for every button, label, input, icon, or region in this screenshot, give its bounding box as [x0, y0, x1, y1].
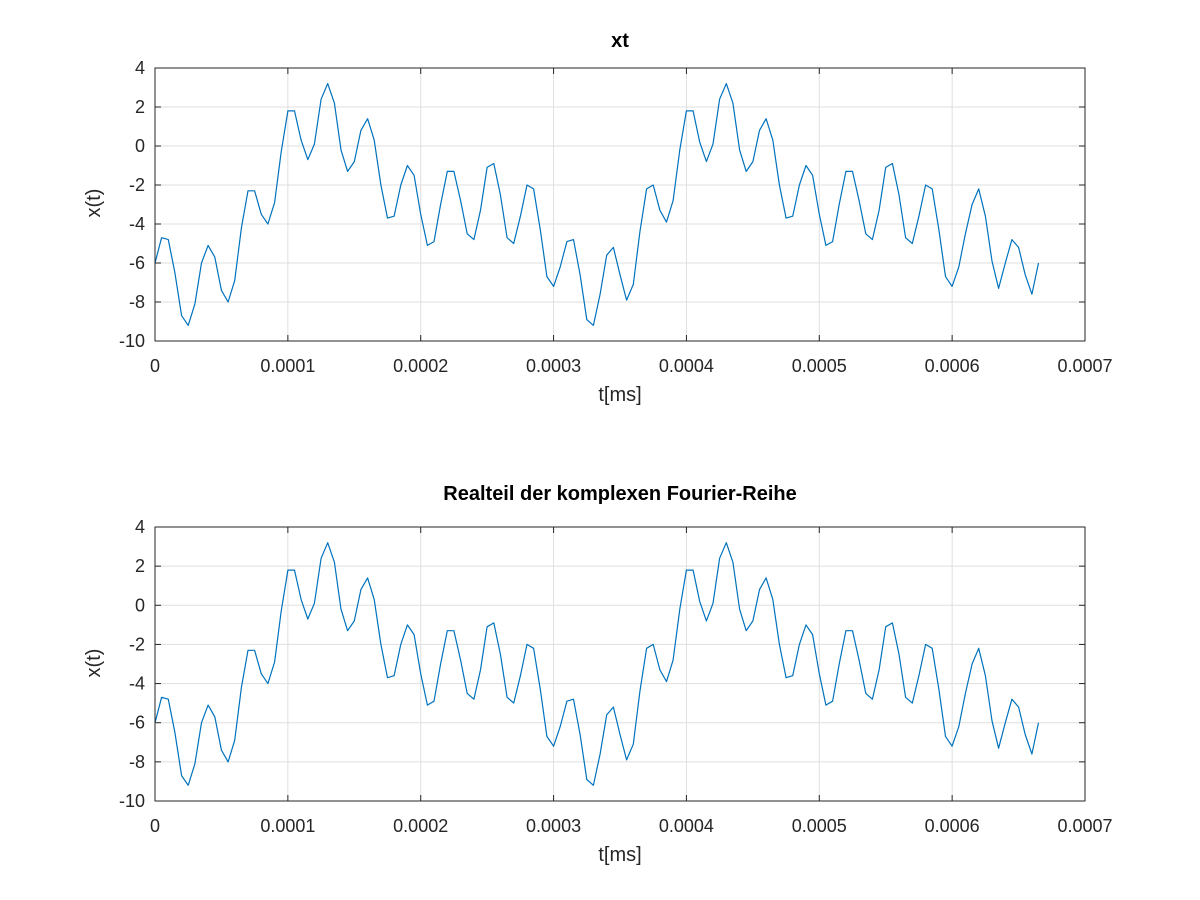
subplot-top: xt 0 0.0001 0.0002 0.0003 0.0004 0.0005 0.0006… — [83, 30, 1113, 406]
y-axis-label: x(t) — [83, 189, 105, 218]
y-ticks: -10 -8 -6 -4 -2 0 2 4 — [119, 517, 1085, 811]
chart-title: Realteil der komplexen Fourier-Reihe — [443, 483, 796, 505]
series-group — [154, 82, 1040, 326]
y-tick-label: -4 — [129, 674, 145, 694]
y-tick-label: 4 — [135, 517, 145, 537]
x-axis-label: t[ms] — [598, 844, 641, 866]
x-tick-label: 0.0001 — [260, 356, 315, 376]
y-tick-label: -10 — [119, 331, 145, 351]
x-tick-label: 0.0005 — [792, 816, 847, 836]
axes-frame — [154, 526, 1086, 802]
y-tick-label: -6 — [129, 713, 145, 733]
x-tick-label: 0.0006 — [925, 356, 980, 376]
x-tick-label: 0 — [150, 816, 160, 836]
y-tick-label: -6 — [129, 253, 145, 273]
x-ticks: 0 0.0001 0.0002 0.0003 0.0004 0.0005 0.0006 0.0… — [150, 68, 1113, 376]
x-tick-label: 0.0004 — [659, 356, 714, 376]
y-tick-label: -4 — [129, 214, 145, 234]
x-tick-label: 0 — [150, 356, 160, 376]
x-tick-label: 0.0006 — [925, 816, 980, 836]
x-tick-label: 0.0007 — [1057, 356, 1112, 376]
x-tick-label: 0.0002 — [393, 356, 448, 376]
axes-frame — [154, 67, 1086, 342]
y-tick-label: -2 — [129, 175, 145, 195]
y-tick-label: -8 — [129, 752, 145, 772]
y-tick-label: -2 — [129, 634, 145, 654]
y-axis-label: x(t) — [83, 649, 105, 678]
y-tick-label: 2 — [135, 556, 145, 576]
x-tick-label: 0.0003 — [526, 816, 581, 836]
y-tick-label: -10 — [119, 791, 145, 811]
y-ticks: -10 -8 -6 -4 -2 0 2 4 — [119, 58, 1085, 351]
y-tick-label: 2 — [135, 97, 145, 117]
series-line — [154, 82, 1040, 326]
x-ticks: 0 0.0001 0.0002 0.0003 0.0004 0.0005 0.0006 0.0… — [150, 527, 1113, 836]
x-tick-label: 0.0007 — [1057, 816, 1112, 836]
series-line — [154, 542, 1040, 786]
x-tick-label: 0.0005 — [792, 356, 847, 376]
x-tick-label: 0.0002 — [393, 816, 448, 836]
y-tick-label: 0 — [135, 595, 145, 615]
x-axis-label: t[ms] — [598, 384, 641, 406]
grid — [154, 67, 1086, 342]
y-tick-label: 4 — [135, 58, 145, 78]
x-tick-label: 0.0001 — [260, 816, 315, 836]
grid — [154, 526, 1086, 802]
chart-title: xt — [611, 30, 629, 52]
series-group — [154, 542, 1040, 786]
x-tick-label: 0.0004 — [659, 816, 714, 836]
y-tick-label: -8 — [129, 292, 145, 312]
subplot-bottom: Realteil der komplexen Fourier-Reihe 0 0.… — [83, 483, 1113, 866]
x-tick-label: 0.0003 — [526, 356, 581, 376]
y-tick-label: 0 — [135, 136, 145, 156]
